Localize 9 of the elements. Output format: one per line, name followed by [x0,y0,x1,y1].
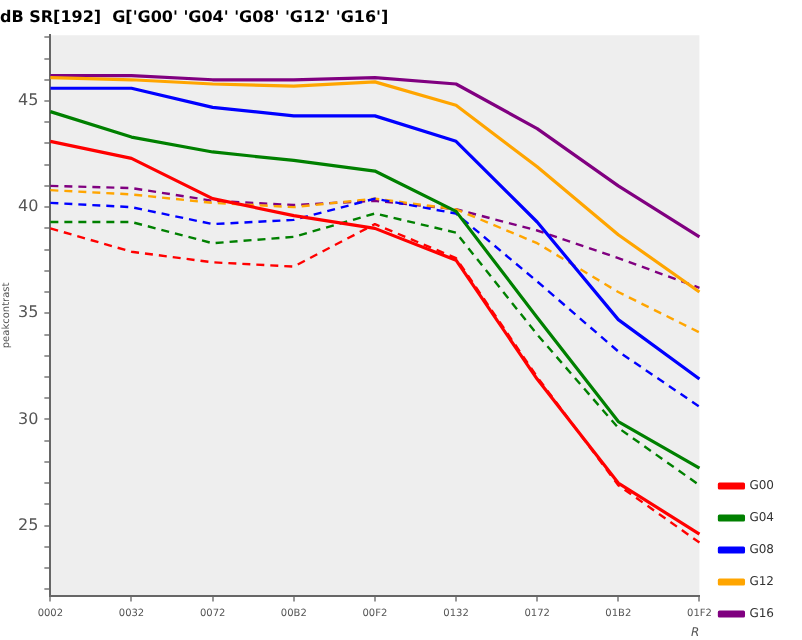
y-tick-label: 40 [17,197,39,216]
y-tick-label: 25 [17,515,39,534]
y-tick-label: 45 [17,91,39,110]
line-series [49,184,701,290]
chart-title: dB SR[192] G['G00' 'G04' 'G08' 'G12' 'G16'] [0,7,389,26]
line-series [49,197,701,408]
y-tick-label: 35 [17,303,39,322]
line-series [49,188,701,334]
y-tick-label: 30 [17,409,39,428]
